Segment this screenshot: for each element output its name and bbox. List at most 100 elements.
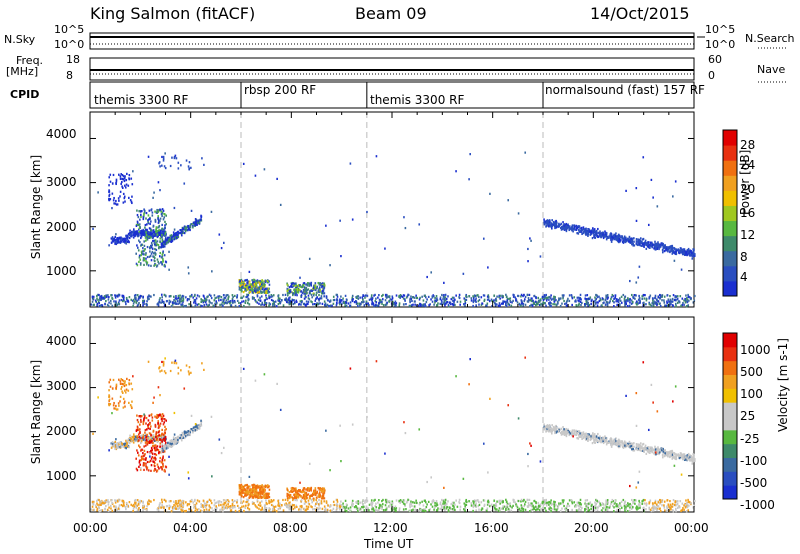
velocity-point [355, 507, 358, 510]
power-point [171, 237, 174, 240]
power-panel [89, 111, 695, 308]
power-point [158, 245, 160, 249]
velocity-point [160, 440, 162, 443]
power-point [673, 251, 676, 254]
velocity-point [140, 455, 143, 458]
power-point [516, 301, 519, 304]
power-point [263, 280, 265, 283]
power-point [296, 289, 299, 292]
power-point [249, 283, 251, 286]
velocity-point [124, 445, 126, 448]
power-point [419, 296, 421, 299]
power-point [194, 304, 197, 308]
velocity-point [490, 503, 493, 506]
velocity-point [501, 499, 503, 502]
power-point [239, 302, 242, 305]
velocity-point [181, 433, 184, 436]
velocity-point [245, 484, 247, 487]
power-point [485, 304, 487, 307]
power-point [108, 301, 110, 304]
power-point [675, 252, 678, 256]
power-point [229, 302, 231, 305]
power-point [138, 210, 141, 213]
velocity-point [304, 493, 307, 496]
power-point [148, 294, 150, 297]
power-point [171, 239, 174, 242]
velocity-point [297, 496, 299, 499]
power-point [118, 236, 121, 239]
power-point [539, 298, 542, 301]
power-point [545, 221, 548, 224]
velocity-point [157, 465, 160, 468]
power-point [139, 258, 142, 261]
velocity-point [136, 426, 139, 430]
velocity-point [136, 449, 138, 452]
power-point [362, 301, 364, 304]
power-point [135, 300, 137, 303]
power-point [163, 264, 166, 267]
velocity-point [232, 500, 234, 504]
power-point [152, 225, 155, 228]
velocity-point [312, 497, 315, 500]
power-point [567, 226, 569, 229]
power-point [493, 299, 495, 302]
velocity-point [375, 502, 377, 505]
velocity-point [120, 378, 123, 381]
power-point [291, 285, 293, 289]
power-point [160, 301, 163, 304]
power-point [693, 248, 695, 251]
velocity-point [189, 500, 191, 503]
power-point [442, 297, 444, 300]
power-point [125, 179, 128, 182]
power-point [491, 305, 493, 308]
power-point [159, 189, 161, 192]
power-point [161, 263, 163, 266]
power-point [690, 251, 693, 255]
power-point [443, 301, 445, 304]
velocity-point [291, 488, 293, 491]
power-point [145, 231, 147, 234]
power-point [155, 248, 158, 252]
power-point [520, 302, 523, 305]
power-point [264, 302, 266, 305]
power-point [305, 295, 307, 299]
power-point [436, 298, 439, 302]
velocity-point [147, 419, 150, 422]
power-point [413, 296, 416, 299]
power-point [543, 297, 546, 300]
velocity-point [138, 465, 140, 468]
power-point [336, 295, 339, 298]
power-point [156, 243, 159, 246]
velocity-point [196, 428, 198, 431]
power-point [654, 302, 657, 305]
power-point [655, 298, 658, 301]
power-point [159, 233, 161, 236]
velocity-point [129, 439, 131, 442]
power-point [594, 296, 596, 299]
power-point [252, 286, 254, 289]
power-point [548, 298, 550, 301]
velocity-point [132, 441, 135, 444]
power-point [430, 298, 432, 301]
power-point [132, 302, 135, 305]
power-point [213, 294, 216, 297]
power-point [118, 199, 120, 202]
power-point [615, 298, 618, 301]
velocity-point [190, 371, 192, 374]
velocity-point [196, 427, 199, 430]
velocity-point [475, 505, 477, 508]
power-point [487, 296, 490, 299]
power-point [686, 301, 689, 304]
power-point [138, 226, 141, 230]
velocity-point [134, 439, 136, 443]
velocity-point [180, 439, 183, 442]
power-point [315, 302, 318, 305]
power-point [160, 246, 163, 249]
velocity-point [249, 488, 251, 491]
velocity-point [231, 502, 234, 506]
power-point [236, 296, 238, 299]
power-point [244, 288, 247, 291]
power-point [617, 235, 620, 238]
power-point [443, 302, 446, 306]
velocity-point [294, 497, 297, 500]
